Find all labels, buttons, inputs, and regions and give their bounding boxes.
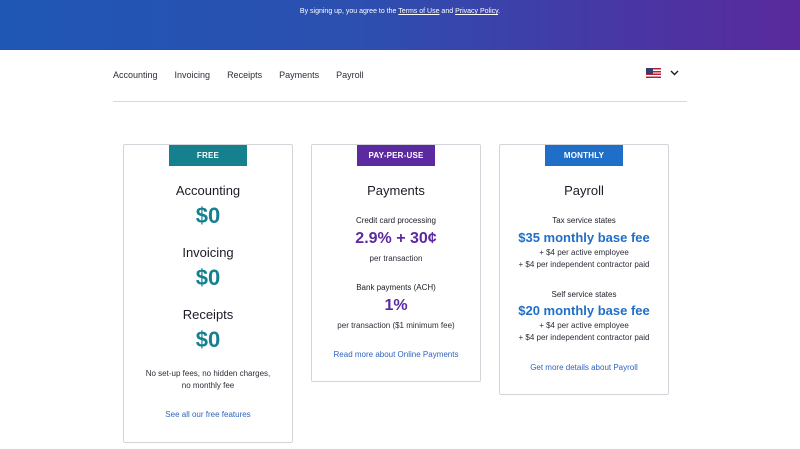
- plan-badge-free: FREE: [169, 145, 247, 166]
- nav-item-invoicing[interactable]: Invoicing: [174, 70, 211, 80]
- free-item-name-invoicing: Invoicing: [182, 245, 234, 260]
- payroll-plan-card: MONTHLY Payroll Tax service states $35 m…: [499, 144, 669, 395]
- free-plan-card: FREE Accounting $0 Invoicing $0 Receipts…: [123, 144, 293, 443]
- nav-item-accounting[interactable]: Accounting: [113, 70, 158, 80]
- payroll-details-link[interactable]: Get more details about Payroll: [530, 363, 638, 372]
- free-note-line1: No set-up fees, no hidden charges,: [145, 369, 271, 378]
- credit-card-label: Credit card processing: [355, 216, 437, 225]
- payments-plan-card: PAY-PER-USE Payments Credit card process…: [311, 144, 481, 382]
- online-payments-link[interactable]: Read more about Online Payments: [333, 350, 459, 359]
- payments-title: Payments: [367, 183, 425, 198]
- top-banner: By signing up, you agree to the Terms of…: [0, 0, 800, 50]
- terms-of-use-link[interactable]: Terms of Use: [398, 8, 440, 15]
- banner-text-prefix: By signing up, you agree to the: [299, 8, 399, 15]
- free-item-price-receipts: $0: [195, 327, 221, 352]
- banner-text-middle: and: [439, 8, 456, 15]
- free-item-name-accounting: Accounting: [175, 183, 241, 198]
- plan-badge-pay-per-use: PAY-PER-USE: [357, 145, 435, 166]
- self-service-price: $20 monthly base fee: [518, 303, 650, 318]
- credit-card-unit: per transaction: [369, 254, 423, 263]
- self-service-line1: + $4 per active employee: [539, 321, 629, 330]
- tax-service-price: $35 monthly base fee: [518, 230, 650, 245]
- free-item-name-receipts: Receipts: [182, 307, 234, 322]
- ach-label: Bank payments (ACH): [356, 283, 436, 292]
- free-features-link[interactable]: See all our free features: [165, 410, 251, 419]
- tax-service-line2: + $4 per independent contractor paid: [518, 260, 650, 269]
- free-item-price-invoicing: $0: [195, 265, 221, 290]
- plan-badge-monthly: MONTHLY: [545, 145, 623, 166]
- banner-text-suffix: .: [498, 8, 501, 15]
- tax-service-label: Tax service states: [552, 216, 616, 225]
- tax-service-line1: + $4 per active employee: [539, 248, 629, 257]
- free-note-line2: no monthly fee: [181, 381, 235, 390]
- nav-item-payroll[interactable]: Payroll: [336, 70, 364, 80]
- nav-item-receipts[interactable]: Receipts: [227, 70, 263, 80]
- ach-unit: per transaction ($1 minimum fee): [337, 321, 455, 330]
- ach-price: 1%: [384, 297, 408, 314]
- free-item-price-accounting: $0: [195, 203, 221, 228]
- region-selector[interactable]: [646, 68, 679, 78]
- payroll-title: Payroll: [564, 183, 604, 198]
- product-nav: Accounting Invoicing Receipts Payments P…: [113, 68, 687, 102]
- us-flag-icon: [646, 68, 661, 78]
- nav-links: Accounting Invoicing Receipts Payments P…: [113, 70, 687, 80]
- self-service-label: Self service states: [551, 290, 617, 299]
- nav-item-payments[interactable]: Payments: [279, 70, 320, 80]
- self-service-line2: + $4 per independent contractor paid: [518, 333, 650, 342]
- privacy-policy-link[interactable]: Privacy Policy: [455, 8, 499, 15]
- chevron-down-icon: [670, 70, 679, 76]
- credit-card-price: 2.9% + 30¢: [355, 230, 437, 247]
